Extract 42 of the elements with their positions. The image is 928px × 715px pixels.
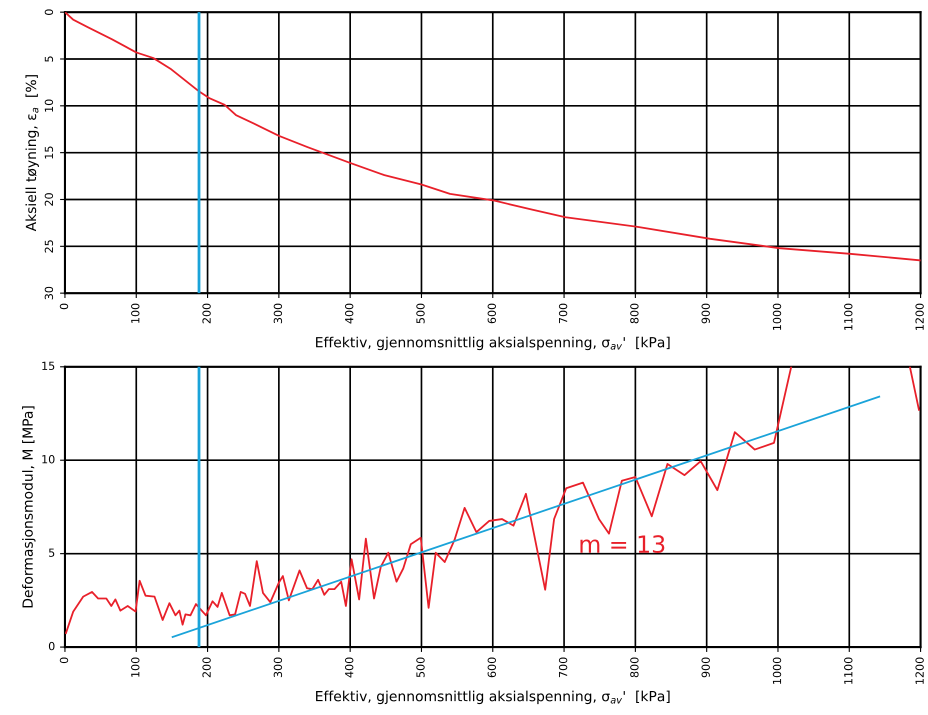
y-tick-label: 30 [44, 286, 54, 300]
y-tick-label: 5 [49, 548, 54, 557]
x-tick-label: 600 [488, 304, 496, 324]
x-tick-label: 1200 [915, 658, 924, 684]
x-tick-label: 100 [131, 304, 140, 323]
x-tick-label: 500 [416, 658, 425, 678]
x-tick-label: 400 [344, 658, 354, 678]
y-tick-label: 15 [42, 362, 54, 370]
y-tick-label: 5 [44, 56, 54, 62]
x-tick-label: 300 [274, 304, 282, 324]
x-tick-label: 1100 [844, 304, 852, 330]
x-tick-label: 900 [701, 658, 710, 678]
y-axis-title: Deformasjonsmodul, M [MPa] [22, 406, 36, 608]
x-tick-label: 400 [344, 304, 354, 324]
x-tick-label: 1000 [772, 304, 782, 330]
y-tick-label: 10 [44, 99, 54, 112]
x-tick-label: 1200 [915, 304, 924, 330]
x-tick-label: 800 [630, 658, 639, 678]
y-axis-title: Aksiell tøyning, ε$_{a}$ [%] [25, 75, 39, 232]
y-tick-label: 20 [44, 193, 54, 206]
x-tick-label: 200 [202, 304, 211, 324]
x-axis-title: Effektiv, gjennomsnittlig aksialspenning, σ$_{av}$' [kPa] [316, 336, 670, 350]
y-tick-label: 10 [42, 455, 54, 464]
x-tick-label: 1000 [772, 658, 782, 684]
x-tick-label: 200 [202, 658, 211, 678]
x-tick-label: 700 [558, 304, 568, 324]
x-tick-label: 0 [60, 304, 68, 310]
y-tick-label: 0 [44, 9, 54, 15]
x-axis-title: Effektiv, gjennomsnittlig aksialspenning, σ$_{av}$' [kPa] [316, 690, 670, 704]
x-tick-label: 1100 [844, 658, 852, 684]
x-tick-label: 0 [60, 658, 68, 664]
x-tick-label: 100 [131, 658, 140, 677]
x-tick-label: 700 [558, 658, 568, 678]
x-tick-label: 500 [416, 304, 425, 324]
x-tick-label: 900 [701, 304, 710, 324]
x-tick-label: 300 [274, 658, 282, 678]
y-tick-label: 25 [44, 240, 54, 253]
annotation: m = 13 [580, 535, 664, 554]
x-tick-label: 800 [630, 304, 639, 324]
y-tick-label: 15 [44, 146, 54, 158]
x-tick-label: 600 [488, 658, 496, 678]
y-tick-label: 0 [48, 642, 54, 650]
